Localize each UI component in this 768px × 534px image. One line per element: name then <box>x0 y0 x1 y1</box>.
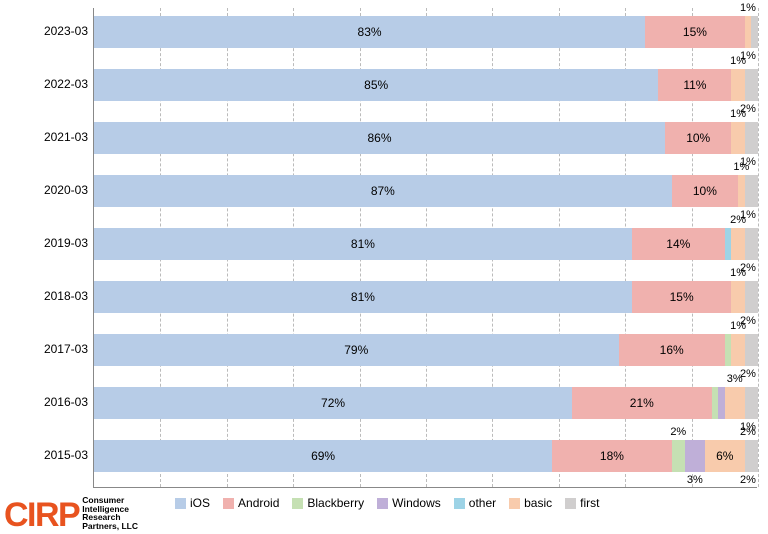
bar-segment-android: 21% <box>572 387 711 419</box>
bar-segment-basic <box>731 69 744 101</box>
legend-swatch <box>175 498 186 509</box>
bar-segment-android: 10% <box>665 122 731 154</box>
bar-segment-basic: 6% <box>705 440 745 472</box>
bar-value-label: 2% <box>740 426 756 438</box>
bar-segment-ios: 83% <box>94 16 645 48</box>
bar-row: 69%18%6%2%3%2%2% <box>94 440 757 472</box>
y-axis-label: 2021-03 <box>8 130 88 144</box>
bar-value-label: 2% <box>730 214 746 226</box>
legend-swatch <box>565 498 576 509</box>
bar-row: 81%14%2%2% <box>94 228 757 260</box>
bar-segment-android: 10% <box>672 175 738 207</box>
bar-row: 87%10%1%1% <box>94 175 757 207</box>
bar-segment-first <box>745 175 758 207</box>
bar-segment-ios: 69% <box>94 440 552 472</box>
bar-segment-first <box>745 122 758 154</box>
legend-label: Windows <box>392 496 441 510</box>
bar-row: 83%15%1%1% <box>94 16 757 48</box>
bar-value-label: 1% <box>740 2 756 14</box>
bar-segment-first <box>745 387 758 419</box>
cirp-logo-acronym: CIRP <box>4 502 79 530</box>
bar-segment-ios: 79% <box>94 334 619 366</box>
bar-value-label: 1% <box>730 55 746 67</box>
bar-segment-ios: 81% <box>94 228 632 260</box>
bar-segment-android: 18% <box>552 440 672 472</box>
y-axis-label: 2023-03 <box>8 24 88 38</box>
legend-item-android: Android <box>223 496 279 510</box>
bar-row: 81%15%1%2% <box>94 281 757 313</box>
cirp-logo-text: Consumer Intelligence Research Partners,… <box>82 496 138 530</box>
bar-segment-basic <box>745 16 752 48</box>
y-axis-label: 2020-03 <box>8 183 88 197</box>
bar-segment-ios: 87% <box>94 175 672 207</box>
bar-row: 72%21%3%1% <box>94 387 757 419</box>
legend-swatch <box>223 498 234 509</box>
legend-label: first <box>580 496 599 510</box>
bar-segment-windows <box>685 440 705 472</box>
y-axis-label: 2019-03 <box>8 236 88 250</box>
bar-segment-other <box>725 228 732 260</box>
legend-item-ios: iOS <box>175 496 210 510</box>
legend-item-windows: Windows <box>377 496 441 510</box>
bar-value-label: 1% <box>730 320 746 332</box>
chart-legend: iOS Android Blackberry Windows other basic fir… <box>175 496 599 510</box>
legend-item-blackberry: Blackberry <box>292 496 364 510</box>
y-axis-label: 2015-03 <box>8 448 88 462</box>
bar-segment-basic <box>725 387 745 419</box>
bar-segment-basic <box>731 281 744 313</box>
bar-segment-android: 16% <box>619 334 725 366</box>
bar-segment-first <box>745 334 758 366</box>
legend-label: Blackberry <box>307 496 364 510</box>
bar-value-label: 1% <box>730 108 746 120</box>
bar-segment-basic <box>731 228 744 260</box>
bar-value-label: 3% <box>687 474 703 486</box>
bar-segment-blackberry <box>712 387 719 419</box>
legend-label: other <box>469 496 496 510</box>
legend-label: Android <box>238 496 279 510</box>
bar-segment-ios: 72% <box>94 387 572 419</box>
bar-segment-basic <box>731 334 744 366</box>
bar-segment-blackberry <box>725 334 732 366</box>
y-axis-label: 2017-03 <box>8 342 88 356</box>
bar-segment-android: 11% <box>658 69 731 101</box>
bar-value-label: 1% <box>733 161 749 173</box>
legend-item-basic: basic <box>509 496 552 510</box>
legend-label: iOS <box>190 496 210 510</box>
gridline <box>758 8 759 487</box>
bar-value-label: 2% <box>740 474 756 486</box>
bar-segment-first <box>751 16 758 48</box>
legend-label: basic <box>524 496 552 510</box>
bar-segment-ios: 85% <box>94 69 658 101</box>
bar-segment-windows <box>718 387 725 419</box>
bar-segment-android: 15% <box>645 16 745 48</box>
bar-segment-ios: 86% <box>94 122 665 154</box>
legend-swatch <box>509 498 520 509</box>
bar-segment-blackberry <box>672 440 685 472</box>
bar-segment-android: 14% <box>632 228 725 260</box>
bar-segment-first <box>745 69 758 101</box>
bar-segment-first <box>745 228 758 260</box>
bar-segment-ios: 81% <box>94 281 632 313</box>
bar-row: 86%10%1%1% <box>94 122 757 154</box>
bar-segment-basic <box>731 122 744 154</box>
legend-swatch <box>454 498 465 509</box>
legend-swatch <box>377 498 388 509</box>
legend-item-other: other <box>454 496 496 510</box>
bar-segment-first <box>745 440 758 472</box>
bar-value-label: 1% <box>730 267 746 279</box>
bar-value-label: 3% <box>727 373 743 385</box>
chart-plot-area: 83%15%1%1%85%11%1%2%86%10%1%1%87%10%1%1%… <box>93 8 757 488</box>
bar-segment-first <box>745 281 758 313</box>
bar-segment-android: 15% <box>632 281 732 313</box>
bar-segment-basic <box>738 175 745 207</box>
bar-row: 85%11%1%2% <box>94 69 757 101</box>
cirp-logo: CIRP Consumer Intelligence Research Part… <box>4 496 138 530</box>
legend-item-first: first <box>565 496 599 510</box>
bar-row: 79%16%1%2% <box>94 334 757 366</box>
y-axis-label: 2022-03 <box>8 77 88 91</box>
y-axis-label: 2016-03 <box>8 395 88 409</box>
legend-swatch <box>292 498 303 509</box>
y-axis-label: 2018-03 <box>8 289 88 303</box>
bar-value-label: 2% <box>670 426 686 438</box>
